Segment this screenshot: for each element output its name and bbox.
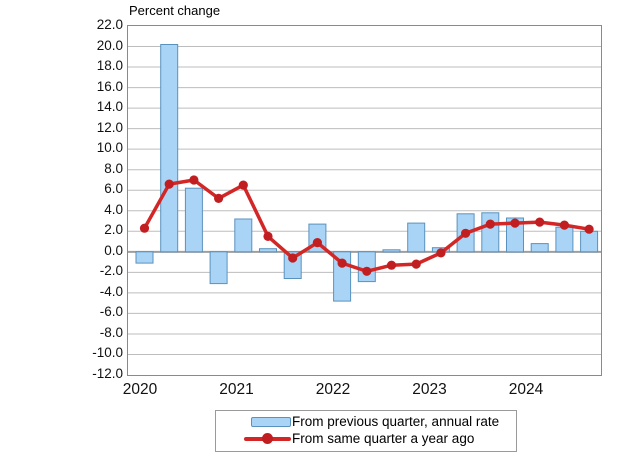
bar <box>160 44 179 253</box>
legend-marker-cell <box>216 433 292 444</box>
chart-canvas <box>128 44 601 355</box>
bar <box>209 251 228 285</box>
y-tick-label: 20.0 <box>96 37 123 53</box>
line-point <box>238 180 248 190</box>
year-label: 2023 <box>412 381 447 398</box>
year-label: 2024 <box>508 381 544 398</box>
chart-title: Percent change <box>129 3 221 18</box>
y-tick-label: 8.0 <box>104 160 123 176</box>
line-point <box>337 258 347 268</box>
legend-marker-cell <box>216 416 292 427</box>
bar <box>184 187 203 253</box>
line-point <box>535 217 545 227</box>
bar <box>530 243 549 253</box>
y-tick-label: -6.0 <box>99 304 123 320</box>
y-tick-label: -12.0 <box>92 366 123 381</box>
y-tick-label: 16.0 <box>96 78 123 94</box>
year-label: 2021 <box>219 381 254 398</box>
y-tick-label: 0.0 <box>104 242 123 258</box>
y-tick-label: -2.0 <box>99 263 123 279</box>
line-point <box>263 231 273 241</box>
line-point <box>189 175 199 185</box>
legend-item-bars: From previous quarter, annual rate <box>216 413 512 430</box>
y-tick-label: 22.0 <box>96 17 123 32</box>
line-point <box>386 260 397 270</box>
line-point <box>436 248 446 258</box>
line-point <box>559 220 569 230</box>
plot-area <box>127 25 602 376</box>
line-dot-icon <box>244 433 291 444</box>
bar <box>135 251 154 264</box>
year-label: 2020 <box>122 381 158 398</box>
y-tick-label: 14.0 <box>96 99 123 115</box>
line-point <box>362 266 372 276</box>
year-label: 2022 <box>315 381 351 398</box>
legend: From previous quarter, annual rate From … <box>215 410 517 452</box>
legend-item-line: From same quarter a year ago <box>216 430 512 447</box>
bar <box>481 212 500 253</box>
legend-label: From previous quarter, annual rate <box>292 413 500 429</box>
line-point <box>312 238 322 248</box>
y-tick-label: 10.0 <box>96 140 123 156</box>
bar <box>382 249 401 253</box>
bar <box>555 226 574 253</box>
bar <box>234 218 253 253</box>
x-axis-labels: 2020 2021 2022 2023 2024 <box>0 381 640 401</box>
bar-swatch-icon <box>251 416 291 427</box>
line-point <box>214 193 224 203</box>
y-tick-label: 18.0 <box>96 58 123 74</box>
y-tick-label: 6.0 <box>104 181 123 197</box>
line-point <box>584 224 594 234</box>
y-axis-labels: 22.0 20.0 18.0 16.0 14.0 12.0 10.0 8.0 6.0 4.0 2.0… <box>40 0 123 468</box>
line-point <box>461 228 471 238</box>
line-point <box>139 223 150 233</box>
y-tick-label: 4.0 <box>104 201 123 217</box>
y-tick-label: 2.0 <box>104 222 123 238</box>
line-point <box>510 218 520 228</box>
line-point <box>288 253 298 263</box>
line-point <box>485 219 495 229</box>
legend-label: From same quarter a year ago <box>292 430 475 446</box>
y-tick-label: -8.0 <box>99 324 123 340</box>
y-tick-label: -4.0 <box>99 283 123 299</box>
bar <box>259 248 277 253</box>
y-tick-label: 12.0 <box>96 119 123 135</box>
line-point <box>164 179 174 189</box>
bar <box>506 217 524 253</box>
bar <box>580 230 599 253</box>
y-tick-label: -10.0 <box>92 345 123 361</box>
line-point <box>411 259 421 269</box>
bar <box>407 222 426 253</box>
